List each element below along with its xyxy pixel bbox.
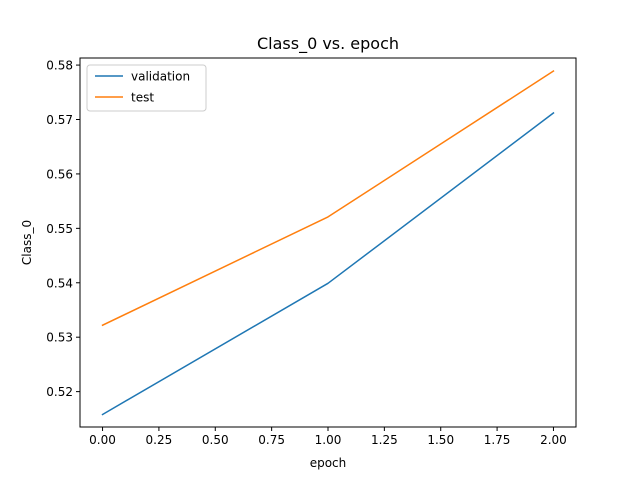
legend-label-validation: validation [131,70,190,84]
y-axis-label: Class_0 [20,220,34,265]
y-tick-label: 0.55 [46,222,73,236]
x-tick-label: 1.25 [371,433,398,447]
y-tick-label: 0.53 [46,331,73,345]
axes-frame [79,57,577,428]
x-tick-label: 0.75 [258,433,285,447]
x-tick-label: 1.50 [427,433,454,447]
x-tick-label: 1.75 [484,433,511,447]
x-tick-label: 0.50 [202,433,229,447]
x-tick-label: 2.00 [540,433,567,447]
plot-area: 0.00 0.25 0.50 0.75 1.00 1.25 1.50 1.75 2.00 0.52… [46,59,567,447]
legend: validation test [86,64,207,112]
x-axis-label: epoch [310,456,347,470]
x-tick-label: 0.00 [89,433,116,447]
series-line-test [101,70,555,327]
chart-title: Class_0 vs. epoch [257,34,399,54]
legend-label-test: test [131,91,154,105]
y-tick-label: 0.57 [46,113,73,127]
x-tick-label: 0.25 [146,433,173,447]
y-tick-label: 0.52 [46,385,73,399]
series-line-validation [101,111,555,416]
y-tick-label: 0.56 [46,167,73,181]
y-tick-label: 0.54 [46,276,73,290]
x-tick-label: 1.00 [315,433,342,447]
y-tick-label: 0.58 [46,59,73,73]
